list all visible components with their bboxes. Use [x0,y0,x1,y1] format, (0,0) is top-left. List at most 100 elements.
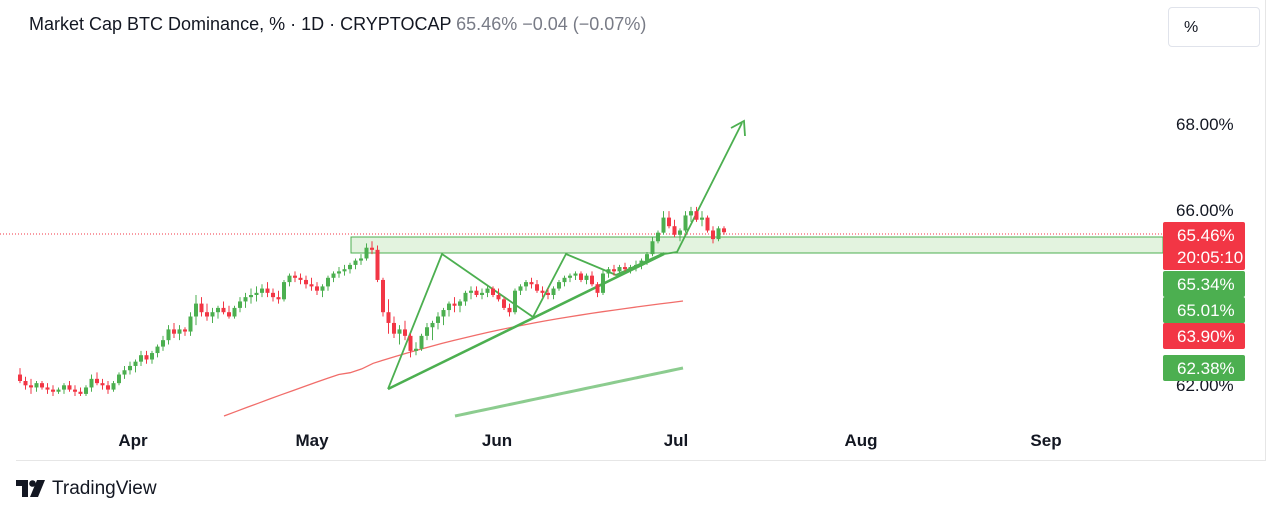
footer-brand[interactable]: TradingView [16,478,157,500]
candle-body [667,217,671,227]
candle [249,288,253,304]
candle-body [518,286,523,291]
candle-body [117,374,121,384]
candle [353,258,358,270]
candle-body [128,365,132,371]
candle-body [106,385,110,390]
candle-body [623,267,627,270]
candle [337,267,341,278]
candle [474,286,479,298]
price-badge-value: 63.90% [1177,327,1235,346]
candle-body [73,389,77,392]
indicator-layer [0,233,1163,418]
candle [150,350,154,364]
candle [155,344,160,358]
candle [100,378,105,390]
candle [617,264,622,274]
candle [661,211,666,235]
candle-body [430,322,435,328]
candle-body [254,292,259,295]
candle [529,277,534,289]
candle [359,254,363,265]
price-badge: 62.38% [1163,355,1245,381]
candle [117,372,121,386]
candle [172,322,176,338]
candle [144,350,149,364]
candle-body [403,329,407,336]
candle [672,219,677,237]
candle-body [386,312,391,323]
price-badge-bg [1163,297,1245,323]
candle [29,378,33,394]
candle [298,273,303,285]
candle-body [122,370,127,375]
candle-body [689,211,693,216]
last-value: 65.46% [456,14,518,34]
candle [606,267,611,278]
candle [161,335,165,351]
candle [227,305,231,319]
candle [348,262,352,274]
candle-body [243,297,248,302]
candle-body [293,275,297,278]
percent-scale-button[interactable]: % [1168,7,1260,47]
candle [89,374,94,392]
candle-body [51,389,55,392]
candle [18,368,22,384]
candle [463,290,468,306]
drawing-layer[interactable] [350,119,1164,391]
candle [540,286,545,298]
candle-body [617,267,622,272]
candle-body [568,275,572,278]
candle [667,211,671,229]
candle [562,275,567,287]
candle-body [326,277,330,287]
candle-body [144,355,149,360]
candle-body [348,264,352,270]
candle-body [199,303,204,313]
candle [628,264,633,274]
candle [590,271,594,287]
candle [656,230,660,244]
candle [128,361,132,375]
candle [375,245,380,283]
candle-body [535,284,539,291]
candle [524,279,528,291]
candle-body [100,383,105,386]
candle [51,385,55,397]
candle [260,284,264,298]
candle [194,295,198,326]
candle-body [458,301,462,306]
candle [381,277,385,317]
candle [40,381,44,390]
tradingview-logo-icon [16,480,45,497]
moving-average-red [223,300,684,417]
candle-body [298,277,303,280]
candle-body [205,312,209,317]
candle [568,273,572,283]
candle-body [276,297,281,300]
candle [320,284,325,298]
candle-body [639,260,644,265]
price-badge-bg [1163,222,1245,270]
candle-body [183,329,187,332]
candle-body [84,387,88,394]
candle [408,333,413,358]
candle-body [485,288,490,293]
candle [716,226,721,242]
candle [287,273,292,287]
candle-body [425,327,429,336]
candle-body [78,391,83,394]
candle [293,271,297,283]
candle-body [315,286,319,291]
zigzag-pattern [387,252,665,390]
candle-body [282,282,286,300]
candle-body [139,355,143,362]
candle-body [95,378,99,384]
candle-body [711,230,715,240]
candle-body [601,273,605,293]
candle [623,262,627,272]
symbol-title[interactable]: Market Cap BTC Dominance, % · 1D · CRYPT… [29,14,452,34]
x-tick-label: Aug [844,431,877,450]
